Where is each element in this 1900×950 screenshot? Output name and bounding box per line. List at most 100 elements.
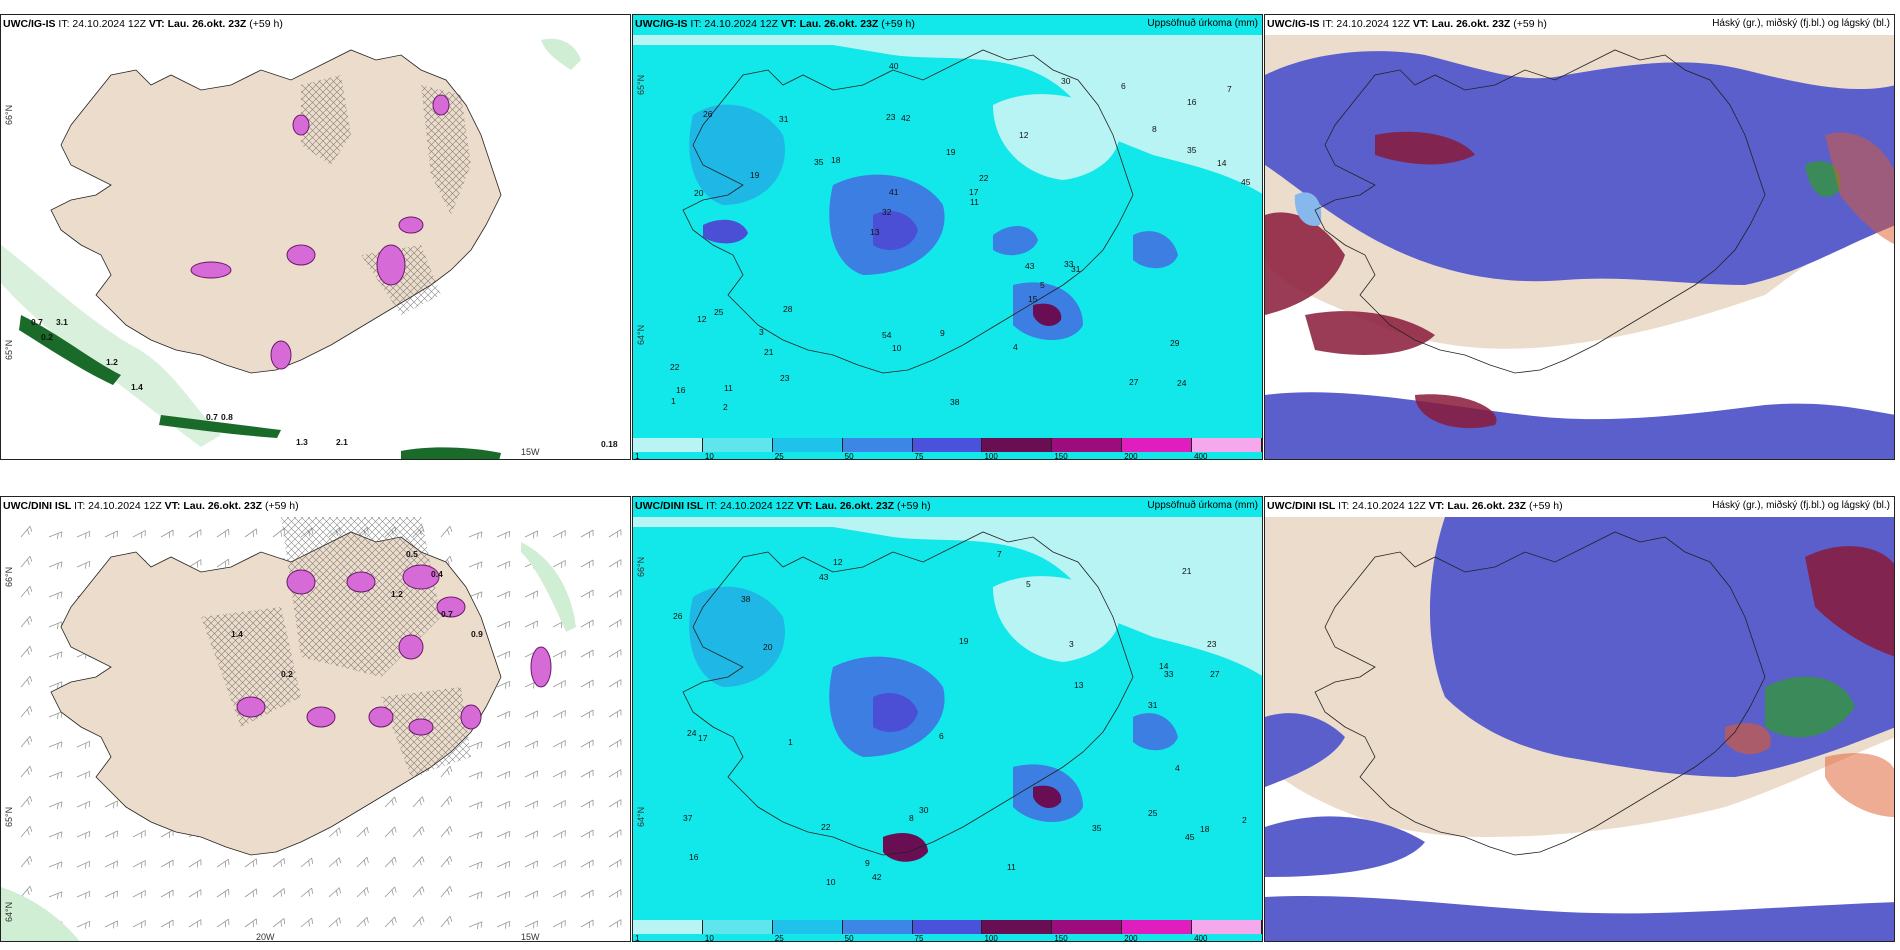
wind-map: 0.5 0.4 0.7 0.9 1.2 1.4 0.2 (1, 497, 630, 941)
precip-value-label: 21 (764, 347, 774, 357)
value-label: 0.5 (406, 549, 418, 559)
precip-value-label: 22 (979, 173, 989, 183)
precip-value-label: 27 (1210, 669, 1220, 679)
precip-colorbar: 1 10 25 50 75 100 150 200 400 (633, 438, 1262, 460)
precip-value-label: 41 (889, 187, 899, 197)
precip-value-label: 16 (689, 852, 699, 862)
precip-value-label: 12 (1019, 130, 1029, 140)
colorbar-tick: 1 (635, 934, 640, 942)
precip-value-label: 22 (670, 362, 680, 372)
precip-blob (236, 696, 266, 718)
precip-value-label: 37 (683, 813, 693, 823)
panel-subtitle: Uppsöfnuð úrkoma (mm) (1147, 500, 1258, 511)
cloud-map (1265, 497, 1894, 941)
precip-value-label: 8 (1152, 124, 1157, 134)
precip-value-label: 24 (687, 728, 697, 738)
precip-colorbar: 1 10 25 50 75 100 150 200 400 (633, 920, 1262, 942)
panel-top-cloud: UWC/IG-IS IT: 24.10.2024 12Z VT: Lau. 26… (1264, 14, 1895, 460)
colorbar-swatch (772, 438, 843, 452)
precip-value-label: 6 (939, 731, 944, 741)
value-label: 0.9 (471, 629, 483, 639)
colorbar-swatch (912, 920, 983, 934)
value-label: 0.7 (31, 317, 43, 327)
precip-map: 2523181916121422212027263142373845433033… (633, 497, 1262, 941)
precip-value-label: 14 (1159, 661, 1169, 671)
precip-value-label: 31 (1071, 264, 1081, 274)
lon-label: 15W (521, 447, 540, 457)
precip-value-label: 5 (1026, 579, 1031, 589)
lat-label: 65°N (4, 339, 14, 360)
precip-value-label: 14 (1217, 158, 1227, 168)
panel-bottom-wind: UWC/DINI ISL IT: 24.10.2024 12Z VT: Lau.… (0, 496, 631, 942)
precip-map: 2420161312112319251822214222312640454335… (633, 15, 1262, 459)
lat-label: 66°N (636, 556, 646, 577)
colorbar-tick: 150 (1054, 934, 1068, 942)
precip-blob (376, 244, 406, 286)
hatch-area (421, 85, 471, 215)
colorbar-swatch (633, 438, 703, 452)
colorbar-tick: 150 (1054, 452, 1068, 460)
lon-label: 15W (521, 932, 540, 942)
wind-map: 0.7 3.10.7 0.81.21.40.21.3 2.1 0.18 (1, 15, 630, 459)
precip-value-label: 15 (1028, 294, 1038, 304)
value-label: 0.7 (441, 609, 453, 619)
precip-blob (402, 564, 440, 590)
precip-value-label: 26 (673, 611, 683, 621)
colorbar-swatch (1122, 920, 1193, 934)
precip-value-label: 23 (886, 112, 896, 122)
precip-blob (286, 244, 316, 266)
precip-value-label: 25 (714, 307, 724, 317)
precip-value-label: 17 (698, 733, 708, 743)
value-label: 0.18 (601, 439, 618, 449)
precip-value-label: 38 (950, 397, 960, 407)
precip-blob (270, 340, 292, 370)
precip-value-label: 18 (831, 155, 841, 165)
colorbar-tick: 200 (1124, 934, 1138, 942)
precip-value-label: 8 (909, 813, 914, 823)
precip-value-label: 35 (1092, 823, 1102, 833)
precip-value-label: 30 (1061, 76, 1071, 86)
panel-header: UWC/DINI ISL IT: 24.10.2024 12Z VT: Lau.… (1267, 500, 1563, 512)
panel-bottom-precip: UWC/DINI ISL IT: 24.10.2024 12Z VT: Lau.… (632, 496, 1263, 942)
colorbar-tick: 50 (844, 452, 854, 460)
precip-value-label: 35 (1187, 145, 1197, 155)
colorbar-tick: 25 (774, 452, 784, 460)
precip-value-label: 25 (1148, 808, 1158, 818)
value-label: 1.2 (106, 357, 118, 367)
lat-label: 66°N (4, 104, 14, 125)
precip-value-label: 19 (750, 170, 760, 180)
precip-blob (530, 646, 552, 688)
colorbar-swatch (842, 438, 913, 452)
value-label: 0.2 (41, 332, 53, 342)
panel-subtitle: Háský (gr.), miðský (fj.bl.) og lágský (… (1712, 500, 1890, 511)
colorbar-tick: 400 (1194, 934, 1208, 942)
precip-value-label: 3 (1069, 639, 1074, 649)
lat-label: 64°N (4, 901, 14, 922)
panel-header: UWC/IG-IS IT: 24.10.2024 12Z VT: Lau. 26… (3, 18, 283, 30)
iceland-coastline (1314, 49, 1766, 374)
colorbar-swatch (1192, 920, 1262, 934)
lat-label: 64°N (636, 806, 646, 827)
precip-value-label: 12 (697, 314, 707, 324)
hatch-area (301, 75, 351, 165)
precip-value-label: 45 (1185, 832, 1195, 842)
precip-value-label: 4 (1013, 342, 1018, 352)
panel-header: UWC/DINI ISL IT: 24.10.2024 12Z VT: Lau.… (3, 500, 299, 512)
precip-value-label: 38 (741, 594, 751, 604)
panel-bottom-cloud: UWC/DINI ISL IT: 24.10.2024 12Z VT: Lau.… (1264, 496, 1895, 942)
precip-value-label: 30 (919, 805, 929, 815)
lon-label: 20W (256, 932, 275, 942)
panel-subtitle: Háský (gr.), miðský (fj.bl.) og lágský (… (1712, 18, 1890, 29)
precip-value-label: 7 (1227, 84, 1232, 94)
panel-subtitle: Uppsöfnuð úrkoma (mm) (1147, 18, 1258, 29)
value-label: 0.8 (221, 412, 233, 422)
precip-value-label: 20 (694, 188, 704, 198)
precip-value-label: 17 (969, 187, 979, 197)
precip-value-label: 7 (997, 549, 1002, 559)
lat-label: 66°N (4, 566, 14, 587)
value-label: 0.7 (206, 412, 218, 422)
value-label: 1.3 (296, 437, 308, 447)
precip-blob (436, 596, 466, 618)
precip-blob (460, 704, 482, 730)
precip-value-label: 40 (889, 61, 899, 71)
